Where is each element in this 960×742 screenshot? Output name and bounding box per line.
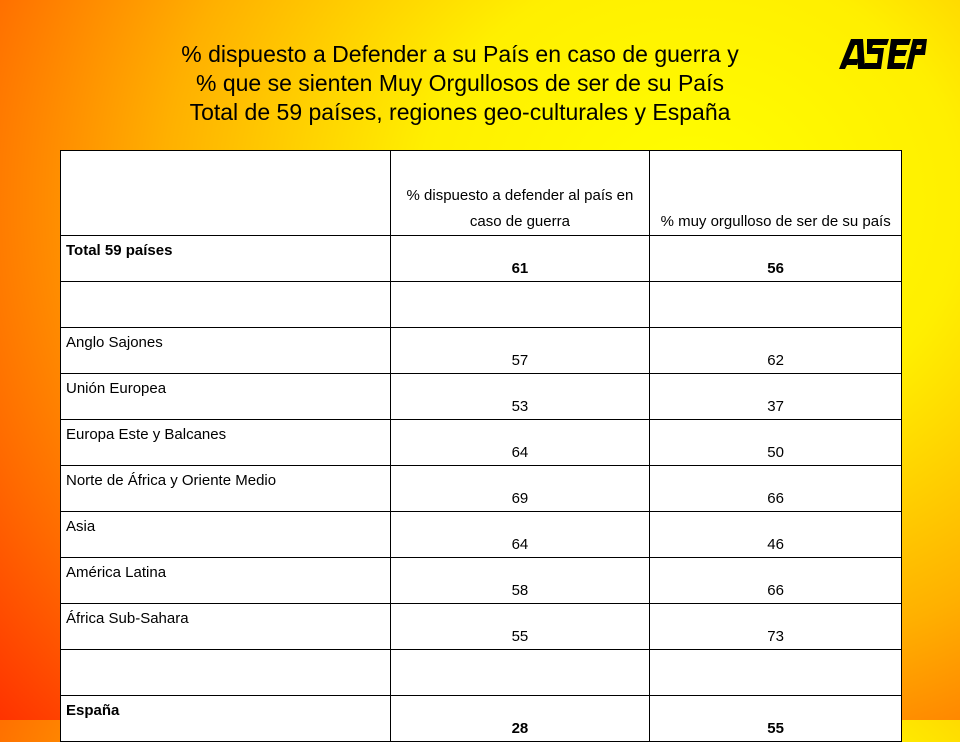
row-label: América Latina	[60, 557, 391, 604]
row-label: España	[60, 695, 391, 742]
table-row: Norte de África y Oriente Medio 69 66	[60, 465, 902, 512]
row-defend-value: 55	[389, 603, 651, 650]
row-label	[60, 281, 391, 328]
row-proud-value	[649, 281, 902, 328]
row-proud-value: 73	[649, 603, 902, 650]
row-label: Asia	[60, 511, 391, 558]
table-row: América Latina 58 66	[60, 557, 902, 604]
row-label	[60, 649, 391, 696]
table-row: España 28 55	[60, 695, 902, 742]
row-defend-value: 58	[389, 557, 651, 604]
row-defend-value	[389, 281, 651, 328]
slide-title: % dispuesto a Defender a su País en caso…	[110, 40, 810, 127]
row-label: Total 59 países	[60, 235, 391, 282]
row-defend-value: 57	[389, 327, 651, 374]
row-label: Unión Europea	[60, 373, 391, 420]
row-label: África Sub-Sahara	[60, 603, 391, 650]
table-row: Asia 64 46	[60, 511, 902, 558]
row-proud-value: 66	[649, 557, 902, 604]
table-header-row: % dispuesto a defender al país en caso d…	[60, 150, 902, 236]
row-defend-value: 69	[389, 465, 651, 512]
title-line-1: % dispuesto a Defender a su País en caso…	[181, 41, 739, 67]
row-defend-value: 53	[389, 373, 651, 420]
row-proud-value: 66	[649, 465, 902, 512]
header-region	[60, 150, 391, 236]
row-proud-value: 37	[649, 373, 902, 420]
row-proud-value: 46	[649, 511, 902, 558]
row-proud-value: 62	[649, 327, 902, 374]
title-line-3: Total de 59 países, regiones geo-cultura…	[189, 99, 731, 125]
row-proud-value	[649, 649, 902, 696]
header-defend: % dispuesto a defender al país en caso d…	[389, 150, 651, 236]
asep-logo	[839, 39, 927, 69]
row-defend-value: 64	[389, 511, 651, 558]
row-proud-value: 50	[649, 419, 902, 466]
header-proud: % muy orgulloso de ser de su país	[649, 150, 902, 236]
title-line-2: % que se sienten Muy Orgullosos de ser d…	[195, 70, 724, 96]
table-row: Anglo Sajones 57 62	[60, 327, 902, 374]
row-label: Europa Este y Balcanes	[60, 419, 391, 466]
table-row: Europa Este y Balcanes 64 50	[60, 419, 902, 466]
row-label: Norte de África y Oriente Medio	[60, 465, 391, 512]
spacer-row	[60, 649, 902, 696]
table-row: África Sub-Sahara 55 73	[60, 603, 902, 650]
row-proud-value: 56	[649, 235, 902, 282]
table-row: Total 59 países 61 56	[60, 235, 902, 282]
row-defend-value: 28	[389, 695, 651, 742]
row-label: Anglo Sajones	[60, 327, 391, 374]
row-proud-value: 55	[649, 695, 902, 742]
row-defend-value: 64	[389, 419, 651, 466]
survey-table: % dispuesto a defender al país en caso d…	[60, 150, 902, 742]
row-defend-value	[389, 649, 651, 696]
spacer-row	[60, 281, 902, 328]
row-defend-value: 61	[389, 235, 651, 282]
table-row: Unión Europea 53 37	[60, 373, 902, 420]
